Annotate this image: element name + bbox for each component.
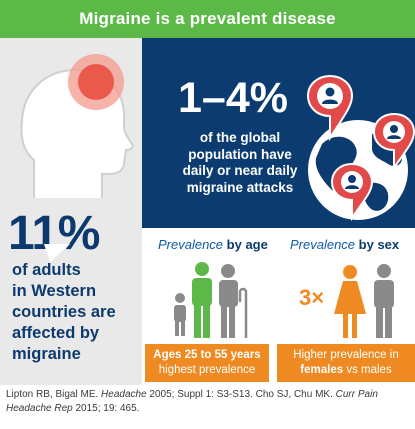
male-icon xyxy=(374,264,394,338)
global-line: population have xyxy=(188,146,292,162)
age-box-line2: highest prevalence xyxy=(158,364,256,376)
adult-description: of adults in Western countries are affec… xyxy=(12,260,140,365)
global-line: daily or near daily xyxy=(182,163,298,178)
speech-tail-icon xyxy=(44,244,70,262)
adult-line: affected by xyxy=(12,324,100,342)
person-icon xyxy=(174,293,186,336)
sex-highlight-box: Higher prevalence in females vs males xyxy=(277,344,415,382)
globe-icon xyxy=(306,74,415,222)
global-line: migraine attacks xyxy=(186,179,294,195)
left-panel: 11% of adults in Western countries are a… xyxy=(0,38,142,385)
ref-part: 2015; 19: 465. xyxy=(72,403,140,414)
global-percentage: 1–4% xyxy=(178,74,288,122)
location-pin-icon xyxy=(330,162,374,222)
adult-line: countries are xyxy=(12,303,116,321)
ref-part: 2005; Suppl 1: S3-S13. Cho SJ, Chu MK. xyxy=(146,389,336,400)
global-line: of the global xyxy=(199,130,281,145)
reference-citation: Lipton RB, Bigal ME. Headache 2005; Supp… xyxy=(6,388,411,416)
age-box-line1: Ages 25 to 55 years xyxy=(153,349,261,361)
adult-line: of adults xyxy=(12,261,81,279)
person-icon xyxy=(192,262,212,338)
sex-box-line1: Higher prevalence in xyxy=(293,349,399,361)
age-people-icons xyxy=(174,262,248,338)
ref-journal: Curr Pain Headache Rep xyxy=(6,389,378,414)
adult-line: in Western xyxy=(12,282,97,300)
ref-journal: Headache xyxy=(101,389,147,400)
age-section-title: Prevalence by age xyxy=(158,237,268,252)
location-pin-icon xyxy=(372,112,415,172)
sex-multiplier: 3× xyxy=(299,285,325,310)
adult-line: migraine xyxy=(12,345,81,363)
sex-box-line2: females vs males xyxy=(277,363,415,378)
sex-box-bold: females xyxy=(300,364,344,376)
ref-part: Lipton RB, Bigal ME. xyxy=(6,389,102,400)
global-description: of the global population have daily or n… xyxy=(156,130,324,196)
sex-box-rest: vs males xyxy=(343,364,392,376)
location-pin-icon xyxy=(306,74,354,142)
head-pain-icon xyxy=(20,54,134,198)
elderly-cane-icon xyxy=(219,264,248,338)
age-title-bold: by age xyxy=(226,237,268,252)
infographic-title: Migraine is a prevalent disease xyxy=(0,0,415,38)
age-highlight-box: Ages 25 to 55 years highest prevalence xyxy=(145,344,269,382)
sex-title-bold: by sex xyxy=(358,237,400,252)
sex-title-plain: Prevalence xyxy=(290,237,356,252)
sex-people-icons xyxy=(334,264,394,338)
global-panel: 1–4% of the global population have daily… xyxy=(142,38,415,228)
female-icon xyxy=(334,265,366,338)
age-title-plain: Prevalence xyxy=(158,237,224,252)
sex-section-title: Prevalence by sex xyxy=(290,237,399,252)
